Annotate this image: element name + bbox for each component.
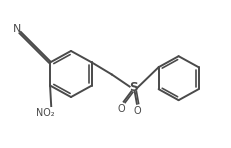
Text: NO₂: NO₂ [36, 108, 55, 118]
Text: O: O [133, 106, 140, 116]
Text: N: N [12, 24, 21, 34]
Text: O: O [117, 104, 125, 114]
Text: S: S [129, 81, 137, 94]
